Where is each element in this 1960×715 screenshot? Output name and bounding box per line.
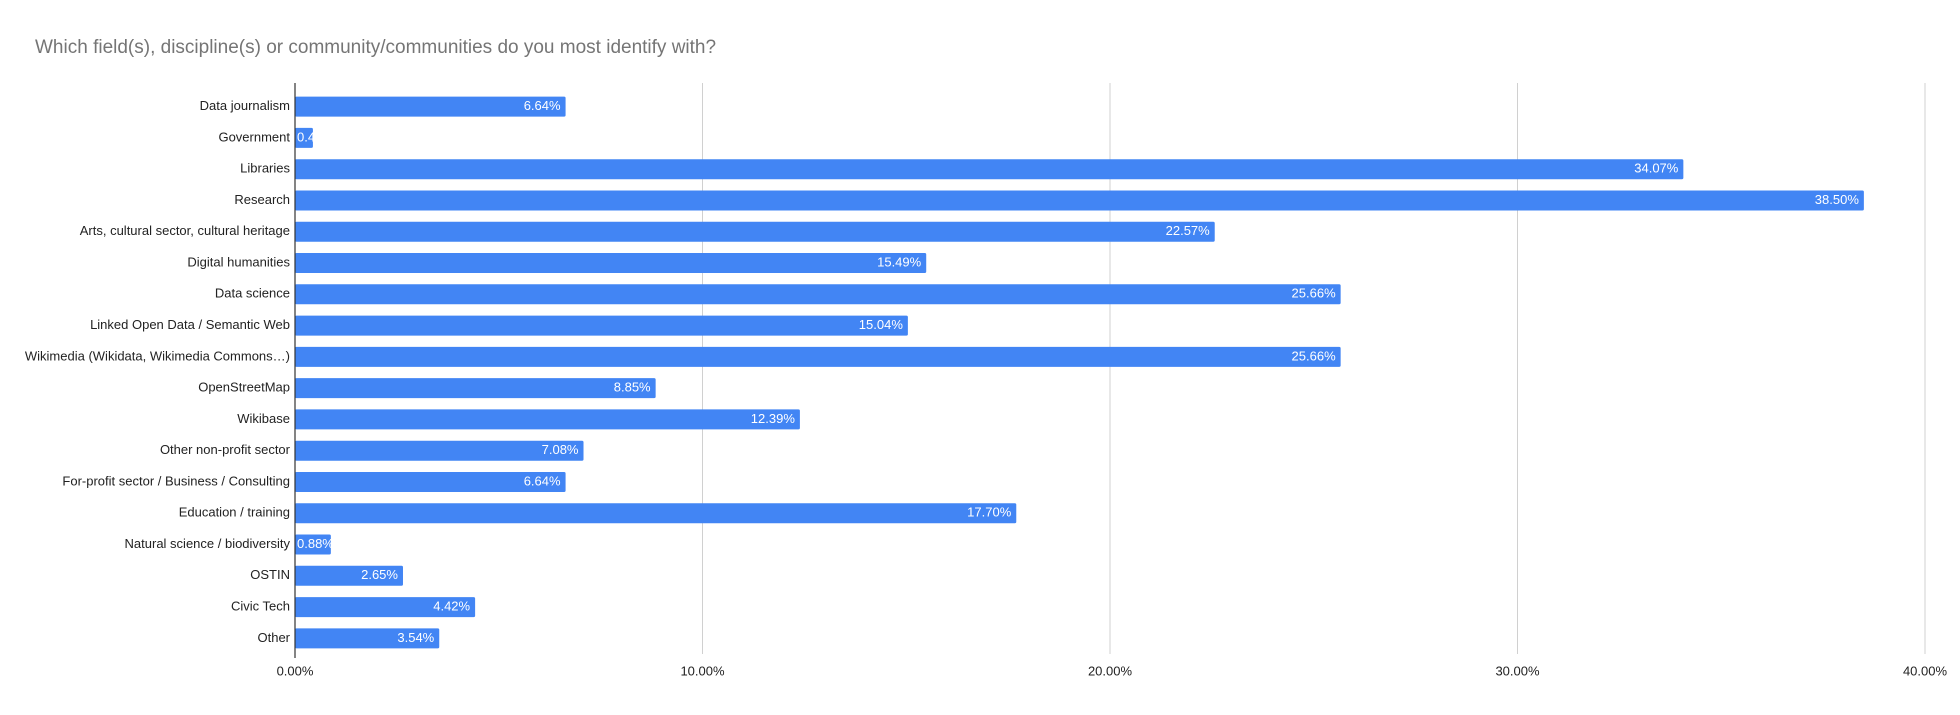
data-label: 7.08%: [542, 442, 579, 457]
bar: [295, 471, 566, 492]
data-label: 25.66%: [1292, 286, 1337, 301]
bar: [295, 565, 403, 586]
bar: [295, 159, 1684, 180]
y-tick-label: Libraries: [240, 161, 290, 176]
data-label: 15.04%: [859, 317, 904, 332]
data-label: 2.65%: [361, 567, 398, 582]
y-tick-label: Linked Open Data / Semantic Web: [90, 317, 290, 332]
data-label: 8.85%: [614, 380, 651, 395]
data-label: 38.50%: [1815, 192, 1860, 207]
y-tick-label: Civic Tech: [231, 599, 290, 614]
y-tick-label: Wikibase: [237, 411, 290, 426]
bar: [295, 284, 1341, 305]
bar: [295, 597, 476, 618]
data-label: 25.66%: [1292, 348, 1337, 363]
x-tick-label: 20.00%: [1088, 663, 1133, 678]
x-tick-label: 30.00%: [1495, 663, 1540, 678]
bar: [295, 409, 800, 430]
y-tick-label: Other: [257, 630, 290, 645]
data-label: 12.39%: [751, 411, 796, 426]
y-tick-label: Wikimedia (Wikidata, Wikimedia Commons…): [25, 348, 290, 363]
bar: [295, 96, 566, 117]
data-label: 22.57%: [1166, 223, 1211, 238]
data-label: 6.64%: [524, 98, 561, 113]
y-tick-label: Natural science / biodiversity: [125, 536, 291, 551]
bar: [295, 440, 584, 461]
y-tick-label: Data science: [215, 286, 290, 301]
y-tick-label: Government: [218, 129, 290, 144]
bar: [295, 628, 440, 649]
bar: [295, 127, 313, 148]
x-tick-label: 40.00%: [1903, 663, 1948, 678]
data-label: 3.54%: [397, 630, 434, 645]
bar: [295, 253, 927, 274]
y-tick-label: Education / training: [179, 505, 290, 520]
y-tick-label: Digital humanities: [187, 254, 290, 269]
data-label: 0.44%: [297, 129, 334, 144]
chart-title: Which field(s), discipline(s) or communi…: [35, 37, 716, 58]
y-tick-label: Data journalism: [200, 98, 290, 113]
x-tick-label: 10.00%: [680, 663, 725, 678]
y-tick-label: OSTIN: [250, 567, 290, 582]
bar: [295, 315, 908, 336]
bar: [295, 221, 1215, 242]
x-tick-label: 0.00%: [277, 663, 314, 678]
data-label: 17.70%: [967, 505, 1012, 520]
data-label: 0.88%: [297, 536, 334, 551]
bar: [295, 503, 1017, 524]
y-tick-label: Research: [234, 192, 290, 207]
y-tick-label: For-profit sector / Business / Consultin…: [62, 473, 290, 488]
y-tick-label: OpenStreetMap: [198, 380, 290, 395]
bar: [295, 190, 1864, 211]
data-label: 6.64%: [524, 473, 561, 488]
y-tick-label: Arts, cultural sector, cultural heritage: [80, 223, 290, 238]
data-label: 34.07%: [1634, 161, 1679, 176]
bar: [295, 534, 331, 555]
bar: [295, 378, 656, 399]
y-tick-label: Other non-profit sector: [160, 442, 291, 457]
data-label: 4.42%: [433, 599, 470, 614]
bar: [295, 346, 1341, 367]
data-label: 15.49%: [877, 254, 922, 269]
